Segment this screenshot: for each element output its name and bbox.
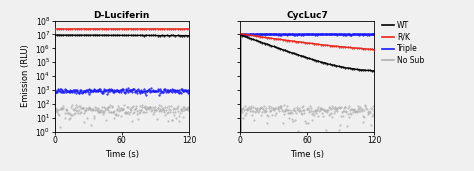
Title: CycLuc7: CycLuc7 — [286, 11, 328, 20]
X-axis label: Time (s): Time (s) — [290, 150, 324, 159]
Legend: WT, R/K, Triple, No Sub: WT, R/K, Triple, No Sub — [383, 21, 424, 65]
Y-axis label: Emission (RLU): Emission (RLU) — [21, 45, 30, 107]
Title: D-Luciferin: D-Luciferin — [93, 11, 150, 20]
X-axis label: Time (s): Time (s) — [105, 150, 139, 159]
